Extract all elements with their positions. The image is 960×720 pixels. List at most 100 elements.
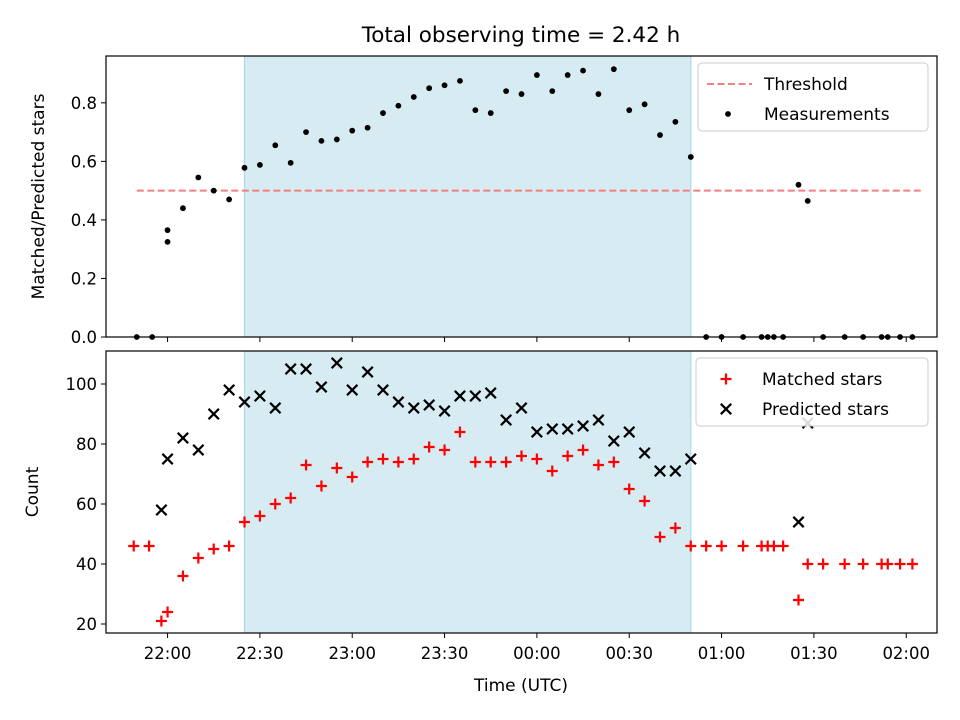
predicted-star-point	[684, 453, 697, 465]
legend-x-key	[720, 403, 732, 415]
measurement-point	[256, 161, 263, 168]
predicted-star-point	[561, 423, 574, 435]
axes-frame	[105, 350, 938, 634]
legend: Matched stars Predicted stars	[695, 357, 929, 427]
matched-star-point	[362, 456, 374, 468]
matched-star-point	[128, 540, 140, 552]
matched-star-point	[500, 456, 512, 468]
matched-star-point	[392, 456, 404, 468]
axes-frame	[105, 55, 938, 338]
matched-star-point	[192, 552, 204, 564]
predicted-star-point	[223, 384, 236, 396]
measurement-point	[333, 136, 340, 143]
legend-box	[695, 357, 929, 427]
matched-star-point	[608, 456, 620, 468]
measurement-point	[503, 88, 510, 95]
y-tick-label: 0.4	[71, 211, 97, 230]
measurement-point	[303, 129, 309, 136]
y-tick-label: 100	[66, 375, 98, 394]
measurement-point	[395, 102, 402, 109]
measurement-point	[626, 107, 633, 114]
predicted-star-point	[592, 414, 605, 426]
predicted-star-point	[253, 390, 266, 402]
y-tick-label: 80	[76, 435, 97, 454]
predicted-star-point	[315, 381, 328, 393]
matched-star-point	[623, 483, 635, 495]
predicted-star-point	[361, 366, 374, 378]
legend-label: Matched stars	[762, 370, 882, 390]
matched-star-point	[254, 510, 266, 522]
legend: Threshold Measurements	[697, 62, 929, 132]
x-tick-label: 22:00	[144, 644, 192, 663]
predicted-star-point	[500, 414, 513, 426]
matched-star-point	[423, 441, 435, 453]
measurement-point	[318, 137, 325, 144]
matched-star-point	[315, 480, 327, 492]
predicted-star-point	[638, 447, 651, 459]
matched-star-point	[685, 540, 697, 552]
matched-star-point	[162, 606, 174, 618]
measurement-point	[549, 88, 556, 95]
matched-star-point	[531, 453, 543, 465]
x-tick-label: 02:00	[882, 644, 930, 663]
matched-star-point	[654, 531, 666, 543]
matched-star-point	[639, 495, 651, 507]
matched-star-point	[285, 492, 297, 504]
measurement-point	[595, 91, 602, 97]
matched-star-point	[777, 540, 789, 552]
predicted-star-point	[155, 504, 168, 516]
x-tick-label: 00:30	[605, 644, 653, 663]
predicted-star-point	[269, 402, 282, 414]
predicted-star-point	[300, 363, 313, 375]
predicted-star-point	[346, 384, 359, 396]
matched-star-point	[882, 558, 894, 570]
matched-star-point	[439, 444, 451, 456]
measurement-point	[610, 66, 617, 73]
predicted-star-point	[392, 396, 405, 408]
matched-star-point	[546, 465, 558, 477]
predicted-star-point	[623, 426, 636, 438]
matched-star-point	[716, 540, 728, 552]
bottom-panel: 20 40 60 80 100 22:00 22:30 23:00 23:30 00:00 00:3…	[23, 350, 938, 663]
predicted-star-point	[377, 384, 389, 396]
matched-star-point	[331, 462, 343, 474]
measurement-point	[164, 227, 171, 234]
series-matched-stars	[128, 426, 918, 627]
matched-star-point	[223, 540, 235, 552]
matched-star-point	[469, 456, 481, 468]
measurement-point	[410, 94, 417, 100]
y-tick-label: 40	[76, 555, 97, 574]
measurement-point	[580, 67, 586, 74]
measurement-point	[241, 164, 248, 171]
matched-star-point	[300, 459, 312, 471]
y-axis-label: Count	[23, 466, 43, 517]
predicted-star-point	[577, 420, 590, 432]
measurement-point	[349, 127, 356, 134]
matched-star-point	[269, 498, 281, 510]
matched-star-point	[802, 558, 814, 570]
predicted-star-point	[161, 453, 174, 465]
measurement-point	[487, 110, 494, 116]
legend-label: Threshold	[763, 75, 848, 95]
predicted-star-point	[330, 357, 343, 369]
predicted-star-point	[438, 405, 451, 417]
predicted-star-point	[484, 387, 497, 399]
predicted-star-point	[207, 408, 220, 420]
legend-box	[697, 62, 929, 132]
measurement-point	[641, 101, 648, 108]
matched-star-point	[700, 540, 712, 552]
legend-label: Predicted stars	[762, 400, 889, 420]
predicted-star-point	[407, 402, 420, 414]
matched-star-point	[143, 540, 155, 552]
matched-star-point	[208, 543, 220, 555]
predicted-star-point	[654, 465, 666, 477]
matched-star-point	[408, 453, 420, 465]
measurement-point	[195, 174, 202, 181]
predicted-star-point	[669, 465, 682, 477]
legend-dot-key	[725, 111, 731, 117]
matched-star-point	[793, 594, 804, 606]
matched-star-point	[768, 540, 780, 552]
matched-star-point	[894, 558, 906, 570]
x-tick-label: 23:30	[421, 644, 469, 663]
x-tick-label: 22:30	[236, 644, 284, 663]
